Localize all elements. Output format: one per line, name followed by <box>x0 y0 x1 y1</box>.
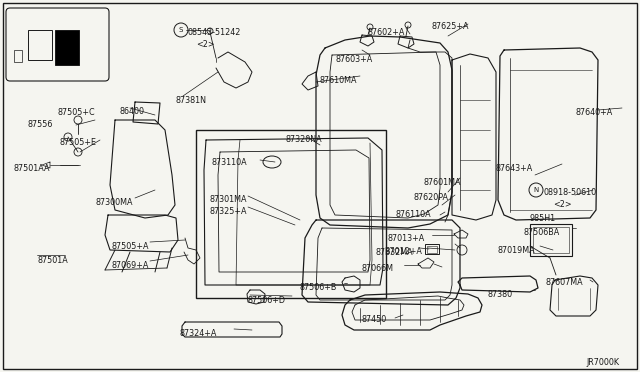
Text: S: S <box>179 27 183 33</box>
Text: 87602+A: 87602+A <box>368 28 405 37</box>
Text: JR7000K: JR7000K <box>586 358 619 367</box>
Text: 87069+A: 87069+A <box>112 261 149 270</box>
Text: 87643+A: 87643+A <box>495 164 532 173</box>
Bar <box>55 30 79 65</box>
Text: 08918-50610: 08918-50610 <box>544 188 597 197</box>
Text: 87450: 87450 <box>362 315 387 324</box>
Bar <box>196 130 386 298</box>
Text: 87325+A: 87325+A <box>210 207 248 216</box>
Text: 87625+A: 87625+A <box>432 22 470 31</box>
Text: 87324+A: 87324+A <box>180 329 218 338</box>
Text: 87013+A: 87013+A <box>388 234 425 243</box>
Text: 87301MA: 87301MA <box>210 195 248 204</box>
Text: 87505+E: 87505+E <box>60 138 97 147</box>
Text: 87603+A: 87603+A <box>336 55 373 64</box>
Text: 87640+A: 87640+A <box>576 108 613 117</box>
Text: 87066M: 87066M <box>362 264 394 273</box>
Text: 985H1: 985H1 <box>530 214 556 223</box>
Text: N: N <box>533 187 539 193</box>
Text: 87620PA: 87620PA <box>413 193 448 202</box>
Text: 87601MA: 87601MA <box>423 178 461 187</box>
Text: 87505+A: 87505+A <box>112 242 150 251</box>
Text: 87506+D: 87506+D <box>248 296 286 305</box>
Bar <box>530 224 572 256</box>
Text: 87381N: 87381N <box>176 96 207 105</box>
Text: 87501A: 87501A <box>37 256 68 265</box>
Text: 87332MA: 87332MA <box>376 248 413 257</box>
Text: 87607MA: 87607MA <box>545 278 582 287</box>
Text: 87320NA: 87320NA <box>285 135 322 144</box>
Text: 08543-51242: 08543-51242 <box>187 28 241 37</box>
Text: 87610MA: 87610MA <box>319 76 356 85</box>
Bar <box>28 30 52 60</box>
Bar <box>14 50 22 62</box>
Bar <box>533 227 569 253</box>
Text: <2>: <2> <box>553 200 572 209</box>
Text: 87556: 87556 <box>28 120 53 129</box>
Text: 87506+B: 87506+B <box>300 283 337 292</box>
Text: 873110A: 873110A <box>211 158 246 167</box>
Bar <box>425 244 439 254</box>
Text: 876110A: 876110A <box>396 210 431 219</box>
FancyBboxPatch shape <box>6 8 109 81</box>
Text: B7012+A: B7012+A <box>384 247 422 256</box>
Text: 87505+C: 87505+C <box>57 108 95 117</box>
Text: 87300MA: 87300MA <box>95 198 132 207</box>
Text: 87501AA: 87501AA <box>14 164 51 173</box>
Text: 87380: 87380 <box>488 290 513 299</box>
Text: 87019MA: 87019MA <box>497 246 534 255</box>
Bar <box>427 246 437 253</box>
Text: 86400: 86400 <box>120 107 145 116</box>
Text: 87506BA: 87506BA <box>524 228 560 237</box>
Text: <2>: <2> <box>196 40 214 49</box>
